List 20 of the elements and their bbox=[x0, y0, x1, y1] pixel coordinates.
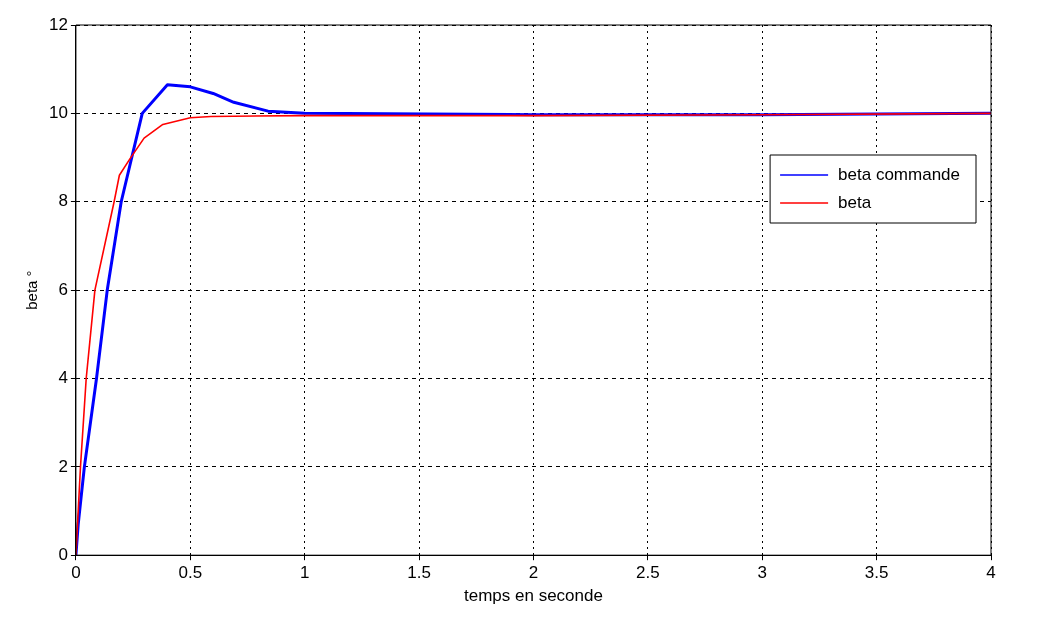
x-axis-title: temps en seconde bbox=[463, 586, 603, 606]
legend-label: beta commande bbox=[838, 164, 960, 184]
x-tick-label: 2.5 bbox=[636, 563, 660, 583]
y-tick-label: 6 bbox=[58, 279, 68, 299]
y-tick-label: 0 bbox=[58, 544, 68, 564]
y-tick-label: 12 bbox=[48, 14, 68, 34]
x-tick-label: 3 bbox=[757, 563, 767, 583]
x-tick-label: 0.5 bbox=[178, 563, 203, 583]
x-tick-label: 2 bbox=[528, 563, 539, 583]
x-tick-label: 1 bbox=[299, 563, 310, 583]
y-tick-label: 2 bbox=[58, 456, 68, 476]
x-tick-label: 1.5 bbox=[407, 563, 431, 583]
x-tick-label: 4 bbox=[986, 563, 996, 583]
legend-label: beta bbox=[838, 192, 872, 212]
y-tick-label: 8 bbox=[58, 191, 68, 211]
x-tick-label: 0 bbox=[71, 563, 81, 583]
y-axis-title: beta ° bbox=[23, 270, 41, 310]
y-tick-label: 4 bbox=[58, 368, 68, 388]
y-tick-label: 10 bbox=[48, 103, 68, 123]
x-tick-label: 3.5 bbox=[864, 563, 889, 583]
